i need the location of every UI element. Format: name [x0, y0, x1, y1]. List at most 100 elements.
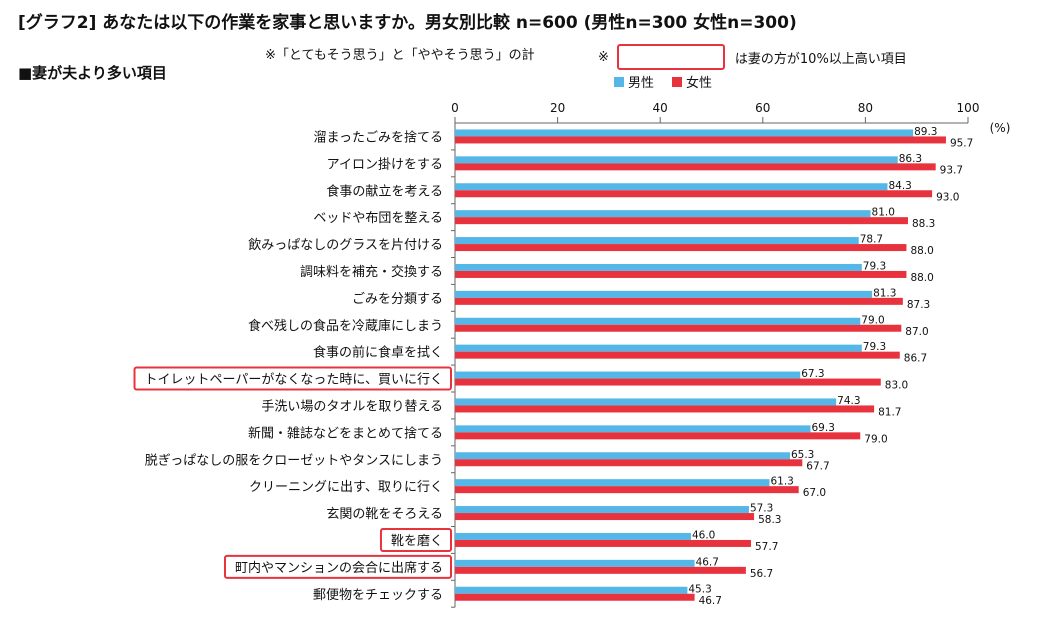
bar-female-7 — [455, 324, 902, 332]
label-male-6: 81.3 — [873, 287, 896, 299]
label-female-4: 88.0 — [910, 245, 933, 257]
label-female-15: 57.7 — [755, 541, 778, 553]
legend-item-male: 男性 — [614, 72, 654, 91]
label-male-9: 67.3 — [801, 368, 824, 380]
bar-female-17 — [455, 593, 695, 601]
category-label-7: 食べ残しの食品を冷蔵庫にしまう — [248, 318, 443, 334]
label-female-2: 93.0 — [936, 191, 959, 203]
bar-male-8 — [455, 344, 862, 352]
x-tick-label-20: 20 — [550, 101, 565, 115]
bar-female-14 — [455, 513, 755, 521]
category-label-6: ごみを分類する — [352, 291, 443, 307]
label-female-12: 67.7 — [806, 460, 829, 472]
category-label-9: トイレットペーパーがなくなった時に、買いに行く — [145, 373, 443, 388]
label-female-10: 81.7 — [878, 406, 901, 418]
label-male-7: 79.0 — [861, 314, 884, 326]
note-box-suffix: は妻の方が10%以上高い項目 — [734, 51, 907, 67]
category-label-0: 溜まったごみを捨てる — [314, 129, 443, 145]
category-label-13: クリーニングに出す、取りに行く — [249, 480, 443, 495]
label-male-10: 74.3 — [837, 395, 860, 407]
bar-female-5 — [455, 270, 907, 278]
label-male-12: 65.3 — [791, 449, 814, 461]
bar-female-1 — [455, 163, 936, 171]
bar-male-12 — [455, 452, 790, 460]
label-male-15: 46.0 — [692, 529, 715, 541]
bar-male-14 — [455, 506, 749, 514]
bar-male-11 — [455, 425, 811, 433]
bar-female-16 — [455, 566, 746, 574]
category-label-14: 玄関の靴をそろえる — [326, 507, 443, 522]
legend-label-female: 女性 — [686, 76, 713, 91]
label-male-1: 86.3 — [899, 153, 922, 165]
label-male-2: 84.3 — [888, 180, 911, 192]
x-tick-label-60: 60 — [755, 101, 770, 115]
label-male-14: 57.3 — [750, 503, 773, 515]
label-female-9: 83.0 — [885, 380, 908, 392]
note-sum: ※「とてもそう思う」と「ややそう思う」の計 — [265, 48, 535, 63]
legend-swatch-female — [672, 76, 683, 87]
x-tick-label-80: 80 — [858, 101, 873, 115]
highlight-box-16 — [223, 554, 452, 579]
bar-female-10 — [455, 405, 875, 413]
bar-male-6 — [455, 290, 873, 298]
label-male-4: 78.7 — [860, 234, 883, 246]
x-tick-label-40: 40 — [653, 101, 668, 115]
bar-male-1 — [455, 156, 898, 164]
note-highlight: ※ は妻の方が10%以上高い項目 — [598, 44, 907, 70]
label-female-14: 58.3 — [758, 514, 781, 526]
label-female-13: 67.0 — [803, 487, 826, 499]
bar-male-17 — [455, 586, 688, 594]
label-female-8: 86.7 — [904, 353, 927, 365]
label-female-0: 95.7 — [950, 137, 973, 149]
x-tick-label-0: 0 — [451, 101, 459, 115]
label-male-0: 89.3 — [914, 126, 937, 138]
bar-male-0 — [455, 129, 914, 137]
highlight-box-9 — [133, 366, 452, 391]
label-male-16: 46.7 — [696, 556, 719, 568]
label-male-5: 79.3 — [863, 260, 886, 272]
category-label-5: 調味料を補充・交換する — [300, 264, 443, 280]
bar-female-3 — [455, 217, 908, 225]
bar-male-9 — [455, 371, 801, 379]
category-label-17: 郵便物をチェックする — [313, 588, 443, 603]
label-male-17: 45.3 — [688, 583, 711, 595]
label-female-11: 79.0 — [864, 433, 887, 445]
bar-female-0 — [455, 136, 946, 144]
bar-male-15 — [455, 532, 691, 540]
legend-item-female: 女性 — [672, 72, 712, 91]
category-label-15: 靴を磨く — [391, 534, 443, 549]
category-label-16: 町内やマンションの会合に出席する — [235, 560, 443, 576]
bar-female-12 — [455, 459, 803, 467]
bar-female-11 — [455, 432, 861, 440]
bar-female-15 — [455, 539, 752, 547]
label-female-1: 93.7 — [940, 164, 963, 176]
legend-swatch-male — [614, 76, 624, 87]
bar-male-7 — [455, 317, 861, 325]
category-label-4: 飲みっぱなしのグラスを片付ける — [248, 237, 443, 253]
category-label-3: ベッドや布団を整える — [313, 211, 443, 226]
label-male-13: 61.3 — [770, 476, 793, 488]
bar-female-13 — [455, 486, 799, 494]
highlight-box-15 — [379, 527, 452, 552]
label-female-16: 56.7 — [750, 568, 773, 580]
bar-male-16 — [455, 559, 695, 567]
bar-male-10 — [455, 398, 837, 406]
category-label-1: アイロン掛けをする — [327, 157, 443, 172]
label-female-6: 87.3 — [907, 299, 930, 311]
bar-male-4 — [455, 237, 859, 245]
label-male-3: 81.0 — [872, 207, 895, 219]
bar-male-2 — [455, 183, 888, 191]
label-female-3: 88.3 — [912, 218, 935, 230]
label-male-11: 69.3 — [812, 422, 835, 434]
legend-label-male: 男性 — [628, 76, 655, 91]
category-label-11: 新聞・雑誌などをまとめて捨てる — [248, 425, 443, 441]
category-label-10: 手洗い場のタオルを取り替える — [261, 399, 443, 414]
label-female-7: 87.0 — [905, 326, 928, 338]
category-label-8: 食事の前に食卓を拭く — [313, 345, 443, 361]
chart-title: [グラフ2] あなたは以下の作業を家事と思いますか。男女別比較 n=600 (男… — [18, 13, 797, 33]
x-tick-label-100: 100 — [957, 101, 980, 115]
label-female-5: 88.0 — [910, 272, 933, 284]
bar-female-4 — [455, 244, 907, 252]
section-label: ■妻が夫より多い項目 — [18, 64, 167, 82]
bar-female-2 — [455, 190, 933, 198]
